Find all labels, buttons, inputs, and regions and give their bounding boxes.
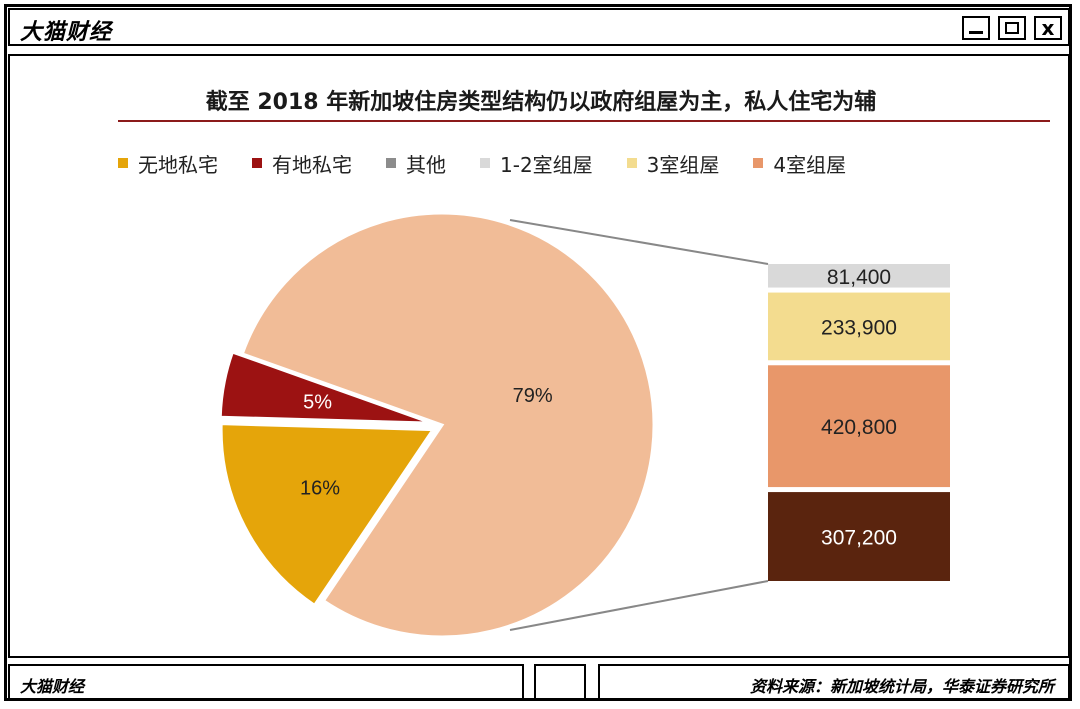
legend-swatch — [118, 158, 128, 168]
legend-item: 无地私宅 — [118, 149, 218, 178]
connector-line-top — [509, 219, 769, 265]
legend-swatch — [252, 158, 262, 168]
bar-segment-label: 81,400 — [827, 266, 891, 289]
pie-slice-label: 16% — [300, 478, 340, 500]
bar-segment-label: 233,900 — [821, 316, 897, 339]
title-bar: 大猫财经 x — [8, 8, 1070, 46]
bar-segment — [768, 365, 950, 488]
legend-item: 4室组屋 — [753, 149, 846, 178]
legend-label: 其他 — [406, 152, 446, 177]
legend-swatch — [626, 158, 637, 168]
close-icon: x — [1041, 16, 1055, 40]
bar-segment — [768, 492, 950, 581]
maximize-button[interactable] — [998, 16, 1026, 40]
bar-segment — [768, 264, 950, 288]
legend-swatch — [753, 158, 764, 168]
footer-spacer-box — [534, 664, 586, 700]
pie-slice-label: 5% — [303, 392, 332, 414]
pie-slice-label: 79% — [513, 385, 553, 407]
legend-swatch — [386, 158, 396, 168]
legend-label: 1-2室组屋 — [500, 152, 593, 177]
brand-title: 大猫财经 — [20, 20, 113, 45]
bar-segment-label: 420,800 — [821, 416, 897, 439]
legend-item: 其他 — [386, 149, 446, 178]
footer-source: 资料来源：新加坡统计局，华泰证券研究所 — [749, 677, 1054, 696]
minimize-button[interactable] — [962, 16, 990, 40]
chart-legend: 无地私宅 有地私宅 其他 1-2室组屋 3室组屋 4室组屋 — [118, 148, 1068, 178]
pie-slice — [219, 422, 436, 608]
chart-panel: 截至 2018 年新加坡住房类型结构仍以政府组屋为主，私人住宅为辅 无地私宅 有地… — [8, 54, 1070, 658]
legend-label: 4室组屋 — [773, 152, 847, 177]
pie-bar-chart: 16% 5% 79% 81,400 233,900 420,800 307,200 — [218, 211, 950, 639]
footer-brand: 大猫财经 — [20, 677, 85, 696]
connector-line-bottom — [509, 580, 769, 631]
footer-brand-box: 大猫财经 — [8, 664, 524, 700]
legend-item: 1-2室组屋 — [480, 149, 593, 178]
legend-label: 有地私宅 — [272, 152, 352, 177]
bar-segment-label: 307,200 — [821, 527, 897, 550]
legend-label: 无地私宅 — [138, 152, 218, 177]
legend-item: 3室组屋 — [626, 149, 720, 178]
legend-swatch — [480, 158, 490, 168]
legend-item: 有地私宅 — [252, 149, 352, 178]
bar-segment — [768, 292, 950, 361]
chart-title: 截至 2018 年新加坡住房类型结构仍以政府组屋为主，私人住宅为辅 — [205, 90, 877, 115]
close-button[interactable]: x — [1034, 16, 1062, 40]
pie-slice — [218, 350, 433, 425]
title-underline — [118, 120, 1050, 122]
legend-label: 3室组屋 — [646, 152, 720, 177]
footer-source-box: 资料来源：新加坡统计局，华泰证券研究所 — [598, 664, 1070, 700]
pie-slice — [240, 211, 656, 639]
